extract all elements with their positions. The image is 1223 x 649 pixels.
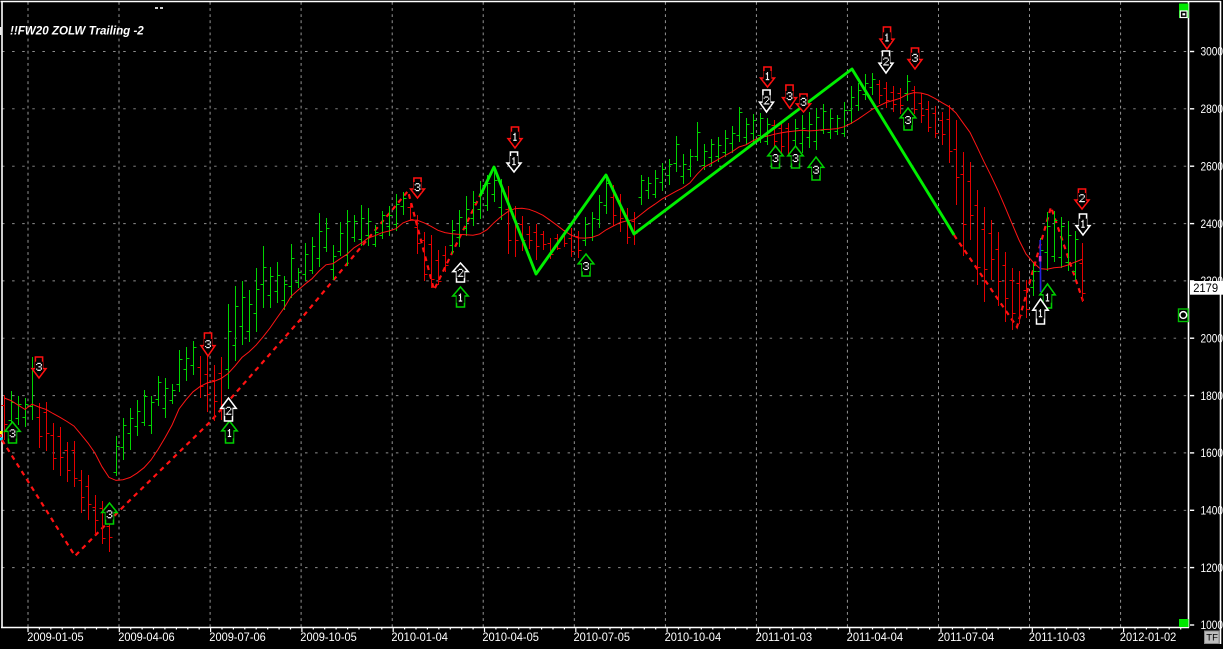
svg-text:2179: 2179 <box>1193 283 1218 295</box>
svg-text:2011-04-04: 2011-04-04 <box>847 630 904 644</box>
svg-text:2010-07-05: 2010-07-05 <box>574 630 631 644</box>
svg-text:2600: 2600 <box>1201 161 1223 173</box>
svg-text:2800: 2800 <box>1201 104 1223 116</box>
svg-text:2000: 2000 <box>1201 333 1223 345</box>
svg-text:2011-01-03: 2011-01-03 <box>756 630 813 644</box>
svg-text:2011-07-04: 2011-07-04 <box>938 630 995 644</box>
svg-text:3000: 3000 <box>1201 47 1223 59</box>
svg-text:2009-01-05: 2009-01-05 <box>27 630 84 644</box>
svg-text:!!FW20 ZOLW Trailing -2: !!FW20 ZOLW Trailing -2 <box>10 25 144 38</box>
svg-text:1200: 1200 <box>1201 563 1223 575</box>
svg-text:2009-10-05: 2009-10-05 <box>300 630 357 644</box>
svg-text:TF: TF <box>1206 633 1218 644</box>
svg-text:1800: 1800 <box>1201 391 1223 403</box>
svg-text:1400: 1400 <box>1201 506 1223 518</box>
svg-text:2009-07-06: 2009-07-06 <box>209 630 266 644</box>
svg-text:2011-10-03: 2011-10-03 <box>1029 630 1086 644</box>
svg-text:2010-10-04: 2010-10-04 <box>665 630 722 644</box>
svg-text:2009-04-06: 2009-04-06 <box>118 630 175 644</box>
svg-text:1000: 1000 <box>1201 620 1223 632</box>
svg-text:2010-04-05: 2010-04-05 <box>482 630 539 644</box>
svg-text:2012-01-02: 2012-01-02 <box>1120 630 1177 644</box>
svg-text:2010-01-04: 2010-01-04 <box>391 630 448 644</box>
svg-text:1600: 1600 <box>1201 448 1223 460</box>
svg-text:2400: 2400 <box>1201 219 1223 231</box>
